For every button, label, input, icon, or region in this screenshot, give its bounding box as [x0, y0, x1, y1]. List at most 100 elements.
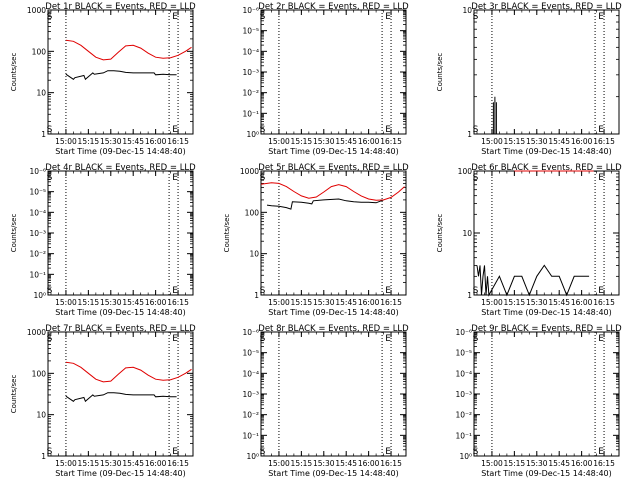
y-axis-label: Counts/sec	[10, 53, 18, 92]
chart-title: Det 5r BLACK = Events, RED = LLD	[258, 163, 409, 173]
end-marker-bottom: E	[172, 125, 178, 135]
y-axis-label: Counts/sec	[223, 214, 231, 253]
end-marker-top: E	[385, 12, 391, 22]
x-tick-label: 15:00	[55, 137, 77, 146]
start-marker-bottom: S	[260, 125, 266, 135]
y-tick-label: 10⁻³	[242, 390, 259, 399]
start-marker-top: S	[473, 334, 479, 344]
y-tick-label: 10⁻²	[455, 411, 472, 420]
plot-frame	[473, 170, 620, 296]
chart-panel-5: Det 5r BLACK = Events, RED = LLD 1 10 100 10…	[223, 163, 409, 317]
y-tick-label: 10⁻³	[242, 68, 259, 77]
chart-title: Det 4r BLACK = Events, RED = LLD	[45, 163, 196, 173]
x-tick-label: 16:00	[145, 298, 167, 307]
x-tick-label: 15:45	[122, 298, 144, 307]
y-tick-label: 10⁻⁶	[29, 167, 46, 176]
x-tick-label: 15:15	[291, 137, 313, 146]
start-marker-top: S	[47, 12, 53, 22]
events-series-line	[65, 70, 177, 81]
end-marker-bottom: E	[598, 447, 604, 457]
end-marker-top: E	[172, 173, 178, 183]
start-marker-top: S	[260, 12, 266, 22]
y-tick-label: 10⁻¹	[29, 270, 46, 279]
plot-frame	[260, 9, 407, 135]
end-marker-top: E	[598, 12, 604, 22]
y-tick-label: 10	[249, 250, 259, 259]
y-tick-label: 10⁰	[459, 452, 472, 461]
x-axis-label: Start Time (09-Dec-15 14:48:40)	[55, 308, 186, 317]
x-tick-label: 15:00	[481, 459, 503, 468]
y-tick-label: 10⁻²	[242, 89, 259, 98]
x-tick-label: 15:30	[526, 459, 548, 468]
start-marker-bottom: S	[47, 125, 53, 135]
x-tick-label: 15:15	[504, 459, 526, 468]
lld-series-line	[260, 182, 405, 201]
chart-panel-3: Det 3r BLACK = Events, RED = LLD 1 10 15:00…	[436, 2, 622, 156]
end-marker-top: E	[598, 334, 604, 344]
y-tick-label: 10⁰	[246, 130, 259, 139]
y-tick-label: 1000	[27, 6, 46, 15]
end-marker-top: E	[385, 334, 391, 344]
x-tick-label: 15:30	[313, 459, 335, 468]
x-tick-label: 15:45	[335, 459, 357, 468]
x-axis-label: Start Time (09-Dec-15 14:48:40)	[481, 469, 612, 478]
x-tick-label: 15:30	[526, 298, 548, 307]
start-marker-bottom: S	[47, 447, 53, 457]
start-marker-top: S	[47, 173, 53, 183]
x-tick-label: 15:15	[291, 298, 313, 307]
y-tick-label: 1000	[27, 328, 46, 337]
x-tick-label: 15:15	[78, 298, 100, 307]
y-tick-label: 10⁻³	[29, 229, 46, 238]
y-tick-label: 10	[462, 229, 472, 238]
start-marker-top: S	[47, 334, 53, 344]
x-tick-label: 15:30	[100, 137, 122, 146]
y-tick-label: 10⁻²	[242, 411, 259, 420]
chart-panel-9: Det 9r BLACK = Events, RED = LLD 10⁰ 10⁻¹ 1…	[455, 324, 622, 478]
x-tick-label: 16:00	[358, 459, 380, 468]
start-marker-bottom: S	[260, 286, 266, 296]
y-tick-label: 10⁻⁵	[29, 188, 46, 197]
y-axis-label: Counts/sec	[10, 375, 18, 414]
x-tick-label: 16:15	[380, 298, 402, 307]
chart-panel-6: Det 6r BLACK = Events, RED = LLD 1 10 100 15…	[436, 163, 622, 317]
plot-frame	[47, 331, 194, 457]
x-tick-label: 15:15	[78, 137, 100, 146]
x-tick-label: 15:00	[55, 459, 77, 468]
plot-frame	[47, 9, 194, 135]
y-tick-label: 100	[32, 369, 47, 378]
end-marker-bottom: E	[598, 286, 604, 296]
x-tick-label: 15:45	[335, 298, 357, 307]
x-tick-label: 15:30	[526, 137, 548, 146]
y-tick-label: 10⁰	[33, 291, 46, 300]
end-marker-bottom: E	[385, 447, 391, 457]
y-tick-label: 10⁻²	[29, 250, 46, 259]
y-tick-label: 10⁻⁵	[242, 27, 259, 36]
y-tick-label: 10⁻⁶	[242, 328, 259, 337]
chart-panel-1: Det 1r BLACK = Events, RED = LLD 1 10 100 10…	[10, 2, 196, 156]
x-tick-label: 15:30	[313, 298, 335, 307]
start-marker-top: S	[473, 173, 479, 183]
events-series-line	[65, 392, 177, 403]
y-tick-label: 10⁻⁴	[455, 369, 472, 378]
x-axis-label: Start Time (09-Dec-15 14:48:40)	[268, 147, 399, 156]
x-tick-label: 16:00	[571, 137, 593, 146]
x-tick-label: 16:15	[380, 459, 402, 468]
x-tick-label: 16:15	[593, 459, 615, 468]
x-tick-label: 15:15	[291, 459, 313, 468]
events-series-line	[492, 96, 497, 135]
y-tick-label: 1	[467, 130, 472, 139]
y-tick-label: 1	[467, 291, 472, 300]
x-tick-label: 15:45	[335, 137, 357, 146]
end-marker-bottom: E	[385, 286, 391, 296]
x-tick-label: 16:15	[167, 298, 189, 307]
x-tick-label: 16:00	[145, 459, 167, 468]
x-tick-label: 15:45	[122, 459, 144, 468]
end-marker-bottom: E	[172, 447, 178, 457]
end-marker-top: E	[172, 12, 178, 22]
x-tick-label: 15:45	[548, 137, 570, 146]
chart-title: Det 8r BLACK = Events, RED = LLD	[258, 324, 409, 334]
x-tick-label: 16:00	[571, 298, 593, 307]
y-tick-label: 10⁻⁴	[242, 369, 259, 378]
x-axis-label: Start Time (09-Dec-15 14:48:40)	[481, 308, 612, 317]
